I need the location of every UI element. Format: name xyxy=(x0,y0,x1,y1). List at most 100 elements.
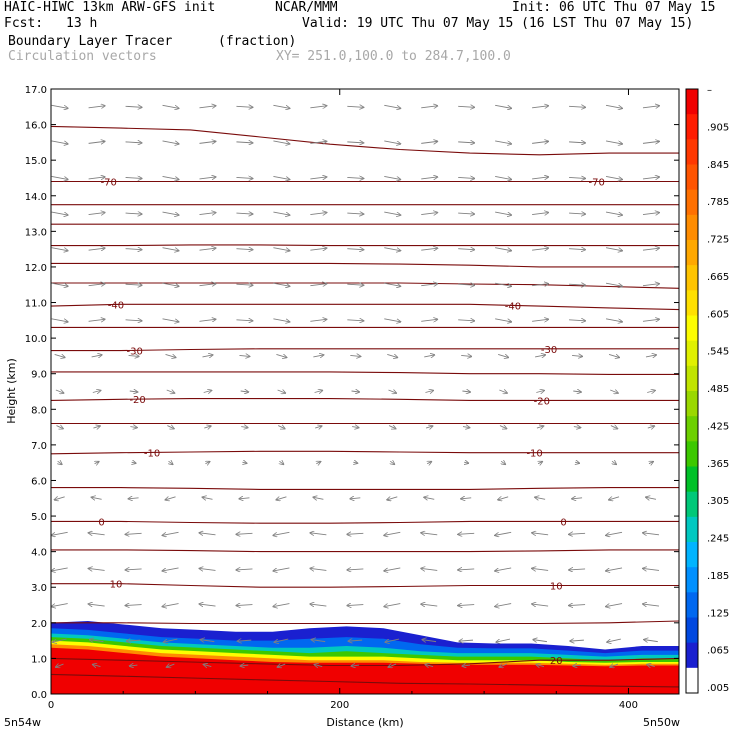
colorbar-swatch xyxy=(686,189,698,216)
contour-label: -10 xyxy=(144,448,160,459)
wind-vector xyxy=(162,211,179,215)
contour-line-7 xyxy=(51,371,679,375)
wind-vector xyxy=(199,141,215,143)
colorbar-swatch xyxy=(686,491,698,518)
colorbar-swatch xyxy=(686,139,698,165)
contour-line-5 xyxy=(51,282,679,289)
wind-vector xyxy=(91,355,102,357)
wind-vector xyxy=(569,284,585,285)
colorbar-swatch xyxy=(686,617,698,644)
wind-vector xyxy=(203,391,212,393)
wind-vector xyxy=(538,462,542,464)
wind-vector xyxy=(462,665,471,666)
contour-label: -10 xyxy=(526,449,542,460)
wind-vector xyxy=(273,318,289,322)
wind-vector xyxy=(162,282,179,286)
contour-label: 10 xyxy=(110,580,123,591)
colorbar-swatch xyxy=(686,466,698,493)
wind-vector xyxy=(499,390,507,393)
x-tick-label: 400 xyxy=(619,700,638,711)
y-tick-label: 13.0 xyxy=(25,227,47,238)
wind-vector xyxy=(126,569,142,570)
wind-vector xyxy=(461,498,472,499)
y-tick-label: 5.0 xyxy=(31,512,47,523)
wind-vector xyxy=(129,391,138,392)
model-title: HAIC-HIWC 13km ARW-GFS init xyxy=(4,0,216,15)
wind-vector xyxy=(569,142,585,143)
wind-vector xyxy=(347,284,363,285)
wind-vector xyxy=(199,533,216,535)
wind-vector xyxy=(125,249,142,250)
wind-vector xyxy=(52,603,68,607)
wind-vector xyxy=(125,320,142,321)
wind-vector xyxy=(535,355,545,357)
wind-vector xyxy=(642,106,659,108)
wind-vector xyxy=(126,605,142,606)
y-tick-label: 1.0 xyxy=(31,654,47,665)
wind-vector xyxy=(51,176,68,179)
wind-vector xyxy=(92,391,101,393)
wind-vector xyxy=(125,284,142,285)
wind-vector xyxy=(536,665,545,667)
wind-vector xyxy=(276,354,286,357)
wind-vector xyxy=(199,319,215,321)
wind-vector xyxy=(532,284,548,286)
wind-vector xyxy=(605,140,622,144)
colorbar-swatch xyxy=(686,592,698,618)
colorbar-swatch xyxy=(686,89,698,115)
wind-vector xyxy=(278,664,286,667)
wind-vector xyxy=(347,249,363,250)
valid-time: Valid: 19 UTC Thu 07 May 15 (16 LST Thu … xyxy=(302,16,694,31)
wind-vector xyxy=(236,142,252,143)
forecast-hour: 13 h xyxy=(66,16,98,31)
wind-vector xyxy=(88,106,105,108)
wind-vector xyxy=(199,213,215,215)
wind-vector xyxy=(89,568,105,570)
wind-vector xyxy=(316,462,320,464)
wind-vector xyxy=(310,319,326,321)
wind-vector xyxy=(167,426,173,429)
wind-vector xyxy=(610,426,617,429)
wind-vector xyxy=(569,249,585,250)
colorbar-swatch xyxy=(686,290,698,316)
wind-vector xyxy=(347,106,363,107)
wind-vector xyxy=(495,211,511,215)
y-tick-label: 8.0 xyxy=(31,405,47,416)
wind-vector xyxy=(310,106,326,108)
wind-vector xyxy=(495,104,511,108)
wind-vector xyxy=(424,497,435,499)
y-tick-label: 4.0 xyxy=(31,548,47,559)
wind-vector xyxy=(458,605,475,606)
wind-vector xyxy=(51,211,68,215)
wind-vector xyxy=(350,498,361,499)
wind-vector xyxy=(458,320,474,321)
y-tick-label: 3.0 xyxy=(31,583,47,594)
wind-vector xyxy=(88,248,105,250)
wind-vector xyxy=(236,533,253,534)
wind-vector xyxy=(128,355,139,356)
colorbar-swatch xyxy=(686,164,698,191)
wind-vector xyxy=(276,497,287,500)
wind-vector xyxy=(202,355,212,357)
wind-vector xyxy=(347,213,363,214)
colorbar-label: .905 xyxy=(707,122,729,133)
wind-vector xyxy=(93,665,101,667)
wind-vector xyxy=(51,140,68,144)
wind-vector xyxy=(421,248,437,250)
wind-vector xyxy=(205,462,209,464)
wind-vector xyxy=(310,533,327,535)
y-tick-label: 6.0 xyxy=(31,476,47,487)
colorbar-swatch xyxy=(686,667,698,694)
wind-vector xyxy=(605,247,622,251)
wind-vector xyxy=(499,426,506,429)
colorbar-label: .665 xyxy=(707,272,729,283)
colorbar-label: .365 xyxy=(707,459,729,470)
colorbar-label: .245 xyxy=(707,534,729,545)
wind-vector xyxy=(315,665,323,667)
wind-vector xyxy=(384,247,400,251)
wind-vector xyxy=(88,141,105,143)
wind-vector xyxy=(53,638,67,642)
wind-vector xyxy=(572,498,583,499)
wind-vector xyxy=(458,533,475,534)
wind-vector xyxy=(458,249,474,250)
